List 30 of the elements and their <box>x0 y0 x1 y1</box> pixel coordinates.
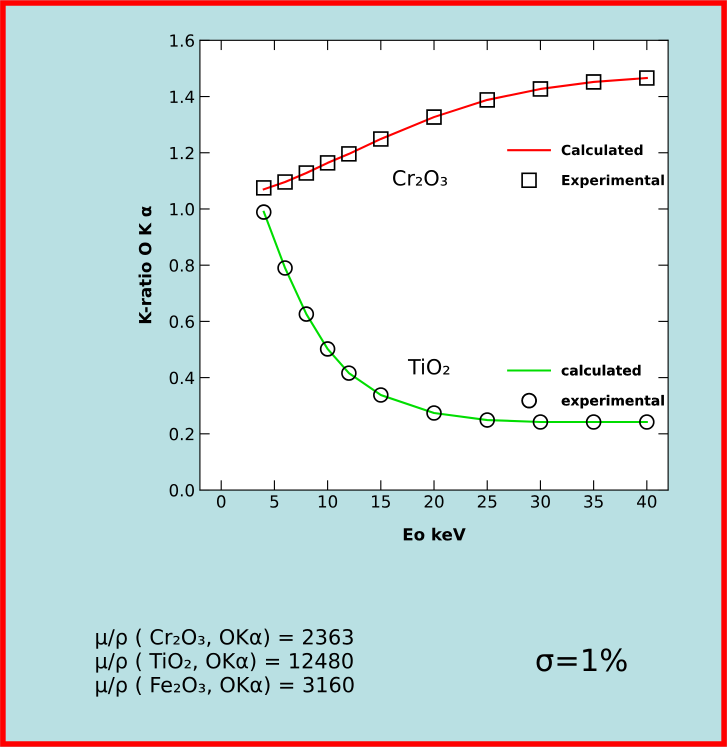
x-tick-label: 10 <box>318 495 338 508</box>
annotation: Cr₂O₃ <box>393 170 448 186</box>
y-tick-label: 0.4 <box>170 372 194 384</box>
text: μ/ρ ( Fe₂O₃, OKα) = 3160 <box>96 676 354 697</box>
x-tick-label: 20 <box>424 495 444 508</box>
legend-label: experimental <box>562 394 664 408</box>
y-tick-label: 0.8 <box>170 259 194 272</box>
text: σ=1% <box>536 648 627 672</box>
y-tick-label: 1.2 <box>170 146 194 160</box>
x-tick-label: 5 <box>270 495 278 508</box>
legend-label: calculated <box>562 364 641 376</box>
x-tick-label: 35 <box>584 495 603 508</box>
x-tick-label: 25 <box>478 495 496 508</box>
x-tick-label: 15 <box>372 495 390 508</box>
annotation: TiO₂ <box>408 358 450 375</box>
y-tick-label: 0.0 <box>170 484 194 497</box>
y-tick-label: 1.6 <box>170 34 194 47</box>
y-axis-title: K-ratio O K α <box>138 206 152 324</box>
x-tick-label: 40 <box>637 495 656 508</box>
legend-label: Experimental <box>562 174 664 188</box>
y-tick-label: 1.0 <box>170 202 194 216</box>
x-tick-label: 30 <box>531 495 550 508</box>
x-axis-title: Eo keV <box>404 528 466 541</box>
y-tick-label: 0.6 <box>170 315 194 328</box>
y-tick-label: 0.2 <box>170 428 194 440</box>
x-tick-label: 0 <box>217 495 226 508</box>
text: μ/ρ ( TiO₂, OKα) = 12480 <box>96 652 353 673</box>
text: μ/ρ ( Cr₂O₃, OKα) = 2363 <box>96 628 353 649</box>
y-tick-label: 1.4 <box>170 90 194 103</box>
legend-label: Calculated <box>562 144 642 156</box>
